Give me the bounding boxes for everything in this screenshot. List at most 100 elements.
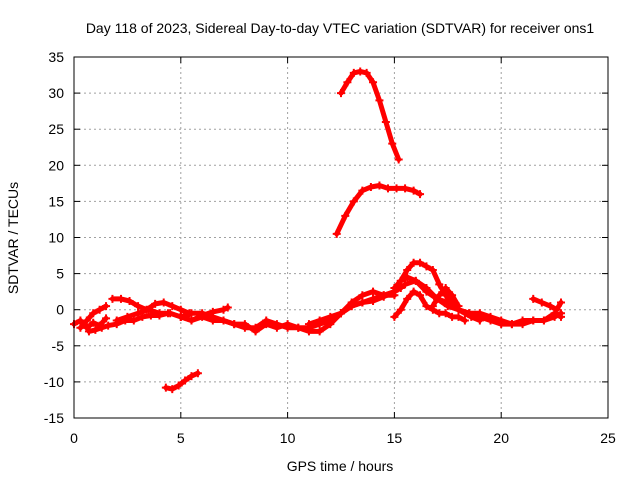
data-point [176, 312, 185, 321]
x-tick-label: 15 [387, 430, 403, 446]
data-series-arc-16 [332, 181, 425, 238]
y-tick-label: 30 [48, 85, 64, 101]
data-point [181, 376, 190, 385]
data-point [409, 186, 418, 195]
data-point [129, 316, 138, 325]
data-point [337, 89, 345, 98]
data-point [428, 265, 437, 274]
y-tick-label: 10 [48, 230, 64, 246]
data-point [198, 309, 207, 318]
x-axis-label: GPS time / hours [287, 458, 394, 474]
data-point [537, 298, 546, 307]
data-point [315, 316, 324, 325]
axis-ticks: 0 5 10 15 20 25 -15 -10 -5 0 5 10 15 20 25 30 35 [44, 49, 616, 446]
data-point [304, 327, 313, 336]
data-series-arc-6 [161, 369, 202, 394]
data-point [539, 316, 548, 325]
data-point [168, 302, 177, 311]
data-point [518, 316, 527, 325]
data-point [396, 305, 405, 314]
data-point [104, 321, 113, 330]
data-point [187, 372, 196, 381]
data-point [358, 291, 367, 300]
data-series-arc-13 [428, 284, 463, 311]
data-point [262, 320, 271, 329]
data-point [230, 320, 239, 329]
data-point [187, 309, 196, 318]
y-tick-label: -15 [44, 410, 64, 426]
data-point [390, 284, 399, 293]
chart-title: Day 118 of 2023, Sidereal Day-to-day VTE… [86, 20, 595, 36]
data-point [401, 184, 410, 193]
data-point [422, 287, 431, 296]
data-point [507, 320, 516, 329]
data-point [174, 381, 183, 390]
data-point [283, 320, 292, 329]
data-point [448, 291, 457, 300]
data-point [97, 323, 106, 332]
data-point [208, 312, 217, 321]
data-point [102, 314, 111, 323]
data-series-arc-15 [337, 67, 403, 164]
data-point [366, 182, 375, 191]
data-point [347, 302, 356, 311]
y-axis-label: SDTVAR / TECUs [5, 182, 21, 294]
y-tick-label: 0 [56, 302, 64, 318]
data-point [369, 287, 378, 296]
data-point [403, 265, 412, 274]
data-point [349, 197, 358, 206]
data-point [416, 291, 425, 300]
data-point [89, 309, 98, 318]
data-point [379, 291, 388, 300]
series-trace [109, 296, 192, 316]
data-point [358, 298, 367, 307]
data-point [443, 298, 452, 307]
data-point [394, 155, 403, 164]
data-point [416, 190, 425, 199]
data-point [294, 323, 303, 332]
y-tick-label: 20 [48, 157, 64, 173]
data-series-arc-3 [84, 309, 172, 336]
data-point [272, 323, 281, 332]
data-point [428, 302, 437, 311]
data-point [134, 309, 143, 318]
y-tick-label: -10 [44, 374, 64, 390]
data-point [403, 294, 412, 303]
data-point [383, 184, 392, 193]
data-point [396, 276, 405, 285]
data-point [375, 181, 384, 190]
data-point [193, 369, 202, 378]
data-series-arc-2 [76, 302, 111, 332]
data-point [362, 68, 371, 77]
data-point [552, 305, 561, 314]
data-point [219, 305, 228, 314]
data-point [557, 309, 566, 318]
x-tick-label: 10 [280, 430, 296, 446]
data-point [460, 316, 469, 325]
data-point [375, 96, 384, 105]
data-point [151, 299, 160, 308]
data-point [411, 276, 420, 285]
y-tick-label: 5 [56, 266, 64, 282]
y-tick-label: 35 [48, 49, 64, 65]
data-point [168, 385, 177, 394]
data-series-arc-14 [529, 294, 566, 314]
data-point [557, 298, 566, 307]
data-point [84, 327, 93, 336]
data-point [529, 316, 538, 325]
y-tick-label: 15 [48, 193, 64, 209]
data-point [343, 78, 352, 87]
data-point [390, 312, 399, 321]
data-point [388, 139, 397, 148]
data-point [401, 280, 410, 289]
y-tick-label: -5 [52, 338, 65, 354]
data-point [356, 67, 365, 76]
data-point [341, 211, 350, 220]
data-point [392, 184, 401, 193]
data-point [546, 302, 555, 311]
data-point [422, 262, 431, 271]
data-point [409, 287, 418, 296]
data-point [497, 320, 506, 329]
data-point [82, 316, 91, 325]
data-point [381, 117, 390, 126]
